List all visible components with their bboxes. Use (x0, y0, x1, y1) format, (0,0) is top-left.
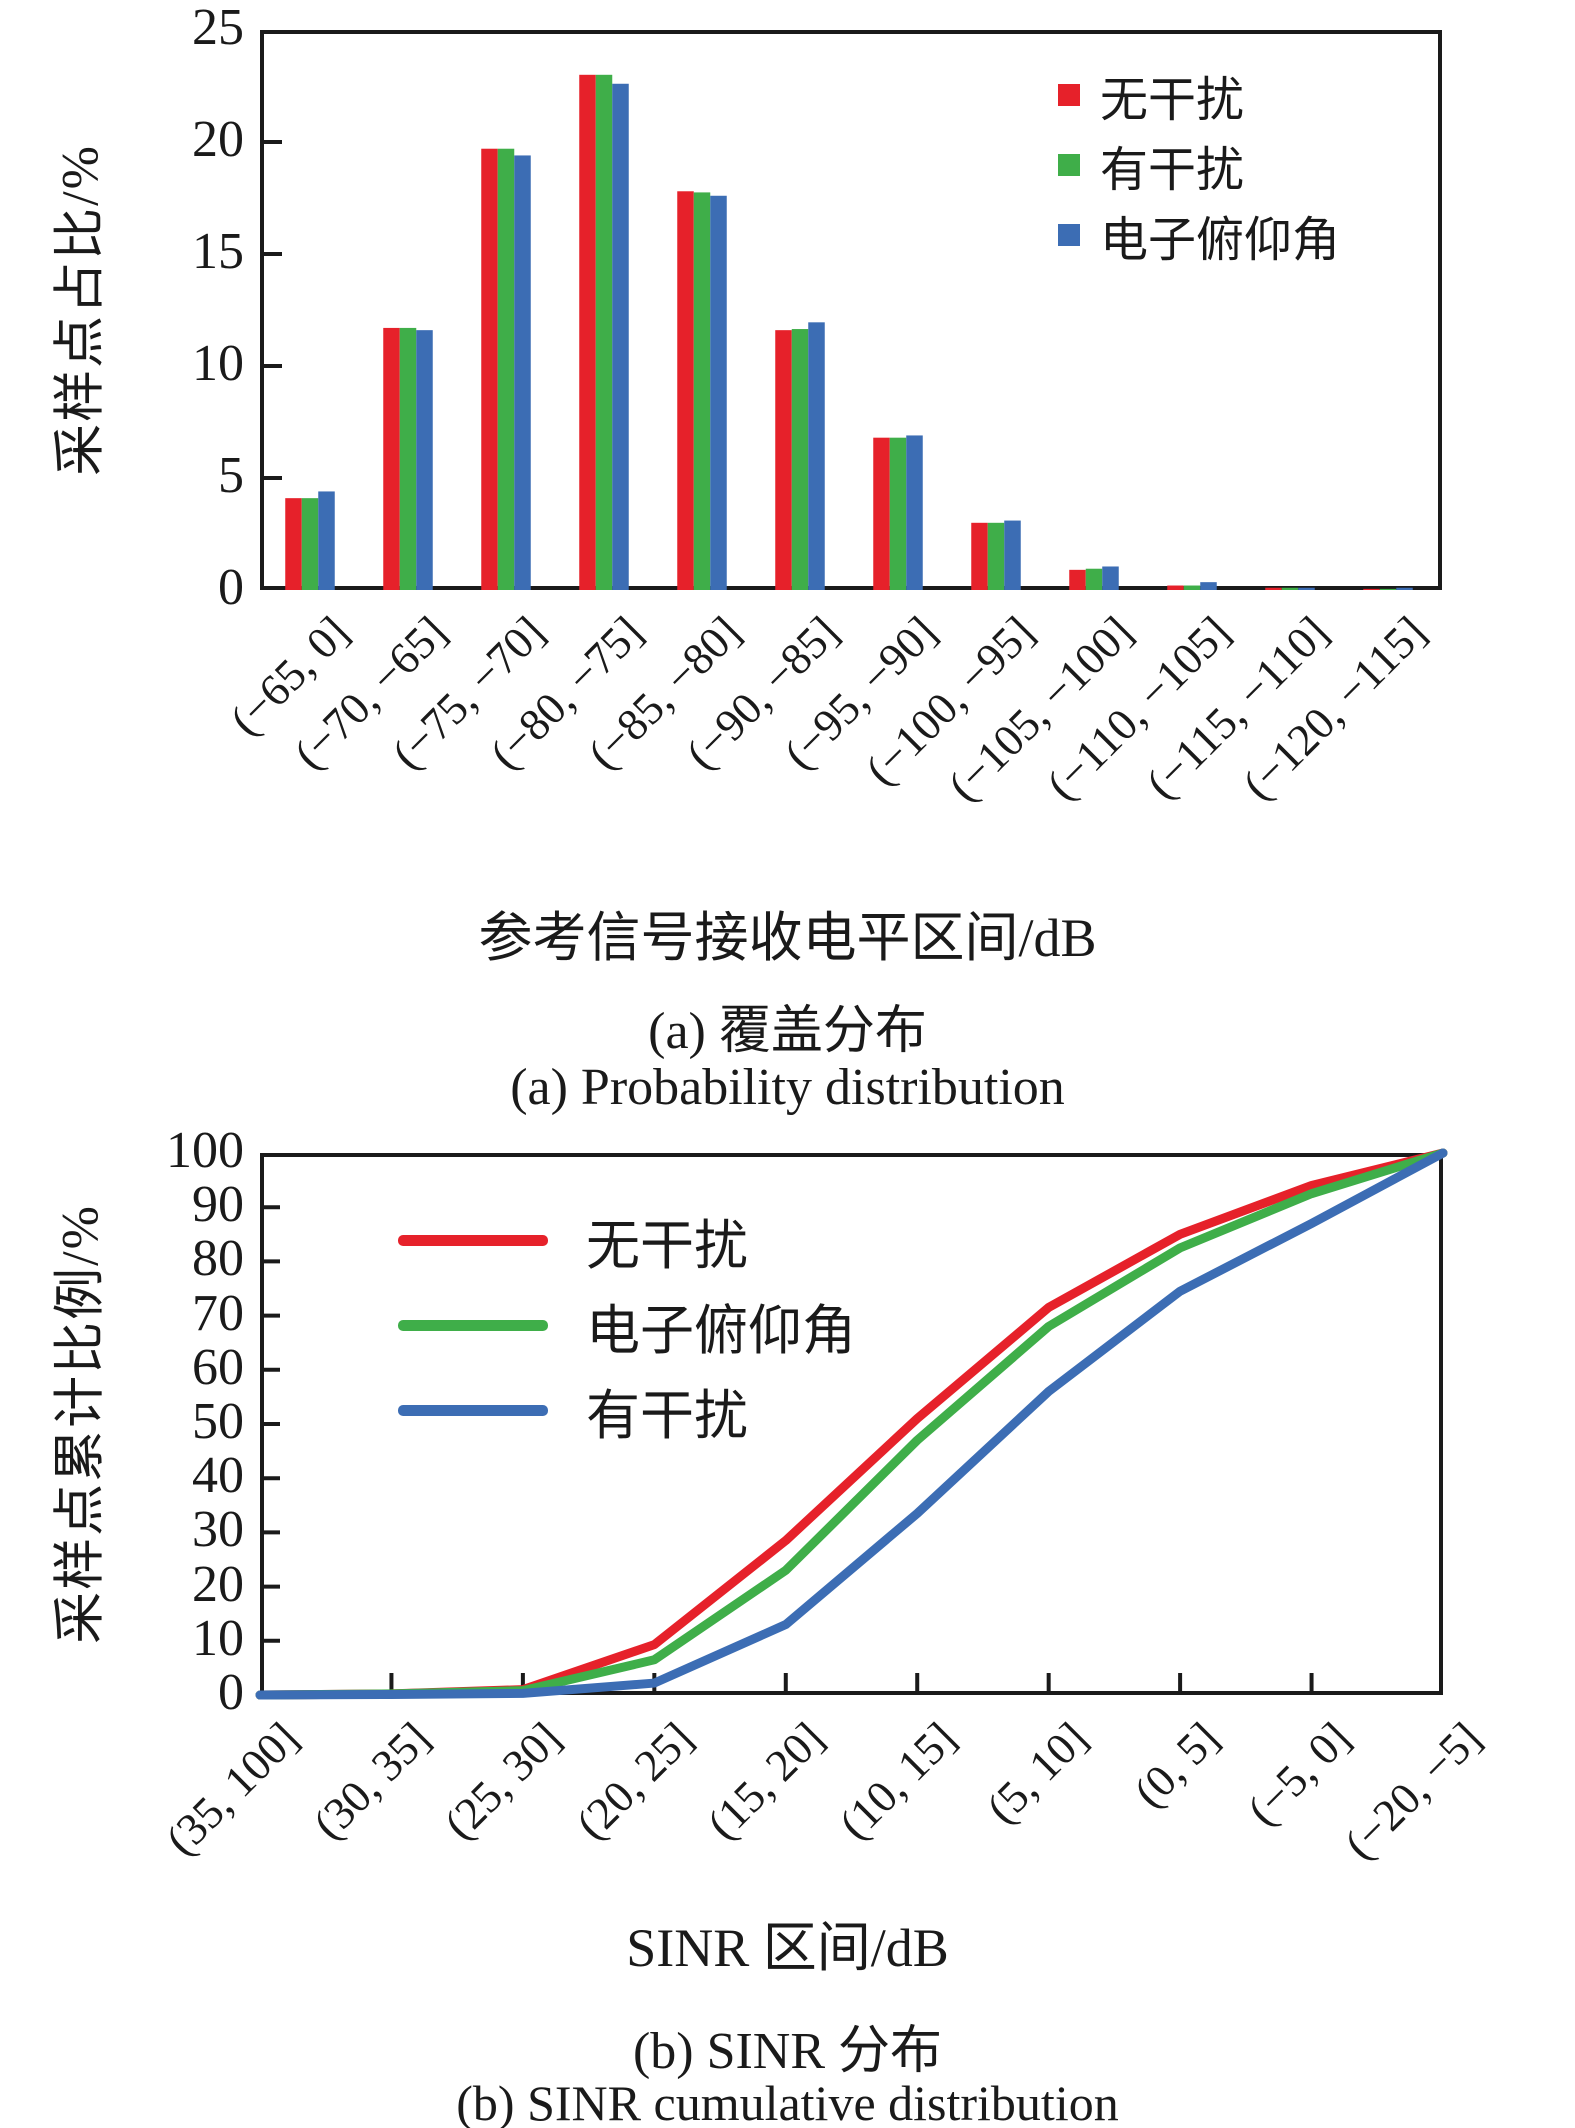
y-tick-label: 30 (192, 1501, 244, 1559)
x-category-label: (10, 15] (829, 1712, 966, 1849)
y-tick-label: 0 (218, 1664, 244, 1722)
x-category-label: (15, 20] (697, 1712, 834, 1849)
y-tick-label: 100 (166, 1122, 244, 1180)
legend-row: 无干扰 (398, 1198, 856, 1283)
legend-row: 无干扰 (1058, 60, 1340, 130)
legend-line-swatch (398, 1405, 548, 1416)
legend-row: 电子俯仰角 (1058, 200, 1340, 270)
y-tick-label: 25 (192, 0, 244, 57)
caption-a-chinese: (a) 覆盖分布 (648, 1003, 927, 1060)
y-tick-label: 40 (192, 1447, 244, 1505)
caption-b-chinese: (b) SINR 分布 (632, 2023, 943, 2080)
legend-square-swatch (1058, 84, 1080, 106)
legend-square-swatch (1058, 224, 1080, 246)
y-axis-label-b: 采样点累计比例/% (52, 1204, 110, 1644)
caption-a-english: (a) Probability distribution (510, 1059, 1065, 1116)
bar-chart-svg (260, 30, 1442, 591)
legend-row: 有干扰 (398, 1368, 856, 1453)
legend-row: 电子俯仰角 (398, 1283, 856, 1368)
x-axis-title-b: SINR 区间/dB (626, 1918, 949, 1978)
y-tick-label: 10 (192, 335, 244, 393)
y-tick-label: 15 (192, 223, 244, 281)
x-category-label: (25, 30] (434, 1712, 571, 1849)
caption-b-english: (b) SINR cumulative distribution (456, 2075, 1119, 2128)
legend-label: 有干扰 (586, 1386, 748, 1446)
x-category-label: (30, 35] (303, 1712, 440, 1849)
x-category-label: (20, 25] (566, 1712, 703, 1849)
y-tick-label: 80 (192, 1230, 244, 1288)
legend-label: 电子俯仰角 (1100, 214, 1341, 267)
x-category-label: (0, 5] (1123, 1712, 1229, 1817)
x-category-label: (35, 100] (156, 1712, 309, 1865)
line-chart-legend: 无干扰电子俯仰角有干扰 (398, 1198, 856, 1453)
y-tick-label: 70 (192, 1284, 244, 1342)
x-category-label: (−5, 0] (1237, 1712, 1360, 1835)
y-tick-label: 20 (192, 111, 244, 169)
y-tick-label: 50 (192, 1393, 244, 1451)
y-axis-label-a: 采样点占比/% (52, 144, 110, 476)
legend-row: 有干扰 (1058, 130, 1340, 200)
y-tick-label: 0 (218, 559, 244, 617)
y-tick-label: 10 (192, 1609, 244, 1667)
legend-label: 无干扰 (586, 1216, 748, 1276)
legend-label: 电子俯仰角 (586, 1301, 856, 1361)
legend-line-swatch (398, 1320, 548, 1331)
legend-line-swatch (398, 1235, 548, 1246)
legend-square-swatch (1058, 154, 1080, 176)
y-tick-label: 60 (192, 1338, 244, 1396)
y-tick-label: 5 (218, 447, 244, 505)
x-axis-title-a: 参考信号接收电平区间/dB (478, 908, 1097, 968)
y-tick-label: 20 (192, 1555, 244, 1613)
legend-label: 无干扰 (1100, 74, 1245, 127)
x-category-label: (5, 10] (976, 1712, 1097, 1833)
bar-chart-legend: 无干扰有干扰电子俯仰角 (1058, 60, 1340, 270)
legend-label: 有干扰 (1100, 144, 1245, 197)
line-chart-svg (255, 1148, 1448, 1700)
x-category-label: (−20, −5] (1334, 1712, 1492, 1869)
y-tick-label: 90 (192, 1176, 244, 1234)
